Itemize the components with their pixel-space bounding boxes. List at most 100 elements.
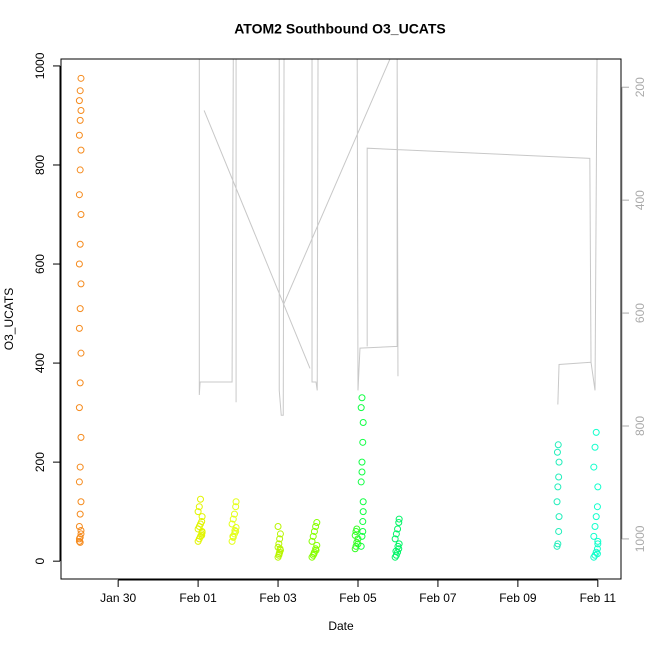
x-tick-label: Feb 01 (179, 591, 217, 605)
data-point (395, 515, 403, 523)
data-point (313, 519, 321, 527)
y-axis-title: O3_UCATS (2, 288, 16, 350)
y2-tick-label: 600 (633, 303, 647, 323)
data-point (274, 543, 282, 551)
data-point (77, 74, 85, 82)
y2-tick-label: 1000 (633, 525, 647, 552)
data-point (76, 166, 84, 174)
data-point (358, 532, 366, 540)
data-point (312, 546, 320, 554)
data-point (274, 523, 282, 531)
y-tick-label: 1000 (33, 52, 47, 79)
data-point (75, 131, 83, 139)
data-point (594, 537, 602, 545)
data-point (592, 548, 600, 556)
plot-area (75, 58, 602, 561)
data-point (357, 478, 365, 486)
data-point (392, 530, 400, 538)
y-tick-label: 200 (33, 452, 47, 472)
data-point (77, 433, 85, 441)
data-point (353, 525, 361, 533)
data-point (394, 542, 402, 550)
data-point (553, 448, 561, 456)
data-point (592, 513, 600, 521)
data-point (359, 508, 367, 516)
data-point (312, 523, 320, 531)
data-point (359, 527, 367, 535)
data-point (351, 531, 359, 539)
y2-tick-label: 400 (633, 190, 647, 210)
data-point (554, 441, 562, 449)
data-point (594, 483, 602, 491)
data-point (195, 503, 203, 511)
data-point (194, 508, 202, 516)
x-tick-label: Jan 30 (100, 591, 136, 605)
data-point (76, 510, 84, 518)
x-tick-label: Feb 09 (499, 591, 537, 605)
data-point (313, 541, 321, 549)
data-point (75, 523, 83, 531)
y-tick-label: 400 (33, 353, 47, 373)
data-point (75, 324, 83, 332)
data-point (76, 305, 84, 313)
data-point (197, 495, 205, 503)
pressure-line (198, 58, 598, 416)
data-point (75, 535, 83, 543)
data-point (75, 260, 83, 268)
data-point (359, 518, 367, 526)
data-point (593, 503, 601, 511)
data-point (198, 513, 206, 521)
data-point (77, 280, 85, 288)
data-point (276, 545, 284, 553)
data-point (395, 519, 403, 527)
data-point (555, 458, 563, 466)
data-point (75, 478, 83, 486)
data-point (77, 146, 85, 154)
y2-tick-label: 200 (633, 77, 647, 97)
data-point (229, 515, 237, 523)
data-point (198, 531, 206, 539)
data-point (391, 535, 399, 543)
x-tick-label: Feb 11 (580, 591, 617, 605)
data-point (76, 116, 84, 124)
data-point (593, 545, 601, 553)
data-point (359, 438, 367, 446)
data-point (592, 428, 600, 436)
data-point (75, 404, 83, 412)
data-point (308, 537, 316, 545)
data-point (276, 535, 284, 543)
data-point (357, 542, 365, 550)
data-point (76, 538, 84, 546)
data-point (359, 419, 367, 427)
data-point (358, 458, 366, 466)
data-point (77, 107, 85, 115)
data-point (590, 463, 598, 471)
data-point (76, 87, 84, 95)
y-tick-label: 600 (33, 254, 47, 274)
data-point (75, 537, 83, 545)
data-point (591, 523, 599, 531)
data-point (198, 528, 206, 536)
data-point (275, 540, 283, 548)
data-point (232, 503, 240, 511)
data-point (554, 540, 562, 548)
data-point (593, 550, 601, 558)
data-point (76, 240, 84, 248)
data-point (276, 530, 284, 538)
data-point (590, 532, 598, 540)
y-tick-label: 0 (33, 558, 47, 565)
x-axis-title: Date (328, 619, 354, 633)
data-point (358, 394, 366, 402)
data-point (230, 510, 238, 518)
data-point (76, 463, 84, 471)
data-point (357, 404, 365, 412)
data-point (358, 468, 366, 476)
data-point (310, 527, 318, 535)
data-point (359, 498, 367, 506)
data-point (77, 526, 85, 534)
y2-tick-label: 800 (633, 416, 647, 436)
data-point (555, 527, 563, 535)
data-point (353, 538, 361, 546)
data-point (75, 97, 83, 105)
